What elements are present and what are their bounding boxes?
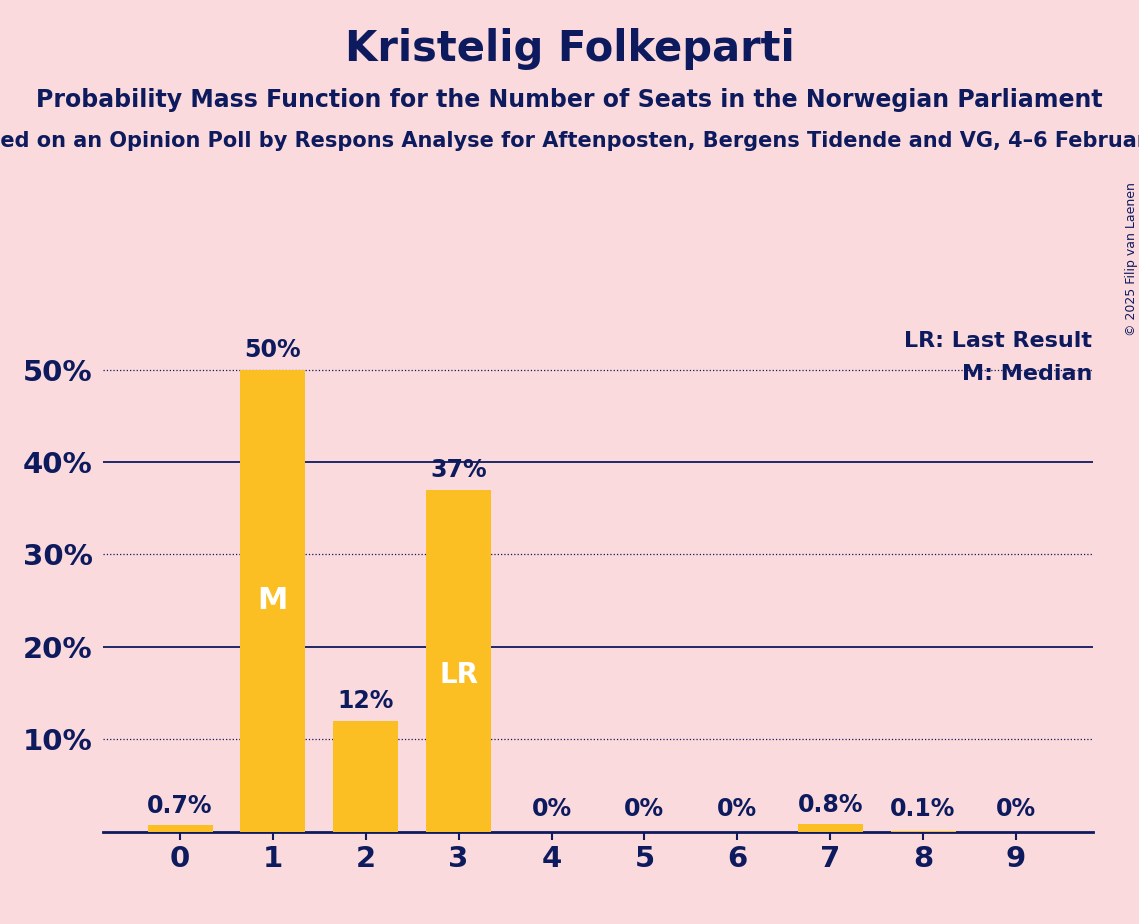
Text: © 2025 Filip van Laenen: © 2025 Filip van Laenen (1124, 182, 1138, 335)
Text: 0.7%: 0.7% (147, 794, 213, 818)
Text: Based on an Opinion Poll by Respons Analyse for Aftenposten, Bergens Tidende and: Based on an Opinion Poll by Respons Anal… (0, 131, 1139, 152)
Text: Probability Mass Function for the Number of Seats in the Norwegian Parliament: Probability Mass Function for the Number… (36, 88, 1103, 112)
Text: 0%: 0% (624, 796, 664, 821)
Text: 50%: 50% (245, 338, 301, 362)
Bar (148, 825, 213, 832)
Bar (891, 831, 956, 832)
Text: LR: LR (440, 661, 478, 688)
Text: LR: Last Result: LR: Last Result (904, 331, 1092, 351)
Text: Kristelig Folkeparti: Kristelig Folkeparti (345, 28, 794, 69)
Text: 0%: 0% (718, 796, 757, 821)
Text: 0.1%: 0.1% (891, 796, 956, 821)
Text: 37%: 37% (431, 458, 487, 482)
Bar (797, 824, 862, 832)
Text: M: M (257, 586, 288, 615)
Text: 0%: 0% (995, 796, 1036, 821)
Text: 0%: 0% (532, 796, 572, 821)
Bar (240, 370, 305, 832)
Text: 12%: 12% (337, 689, 394, 713)
Text: M: Median: M: Median (962, 364, 1092, 384)
Bar (334, 721, 399, 832)
Bar (426, 490, 491, 832)
Text: 0.8%: 0.8% (797, 793, 863, 817)
